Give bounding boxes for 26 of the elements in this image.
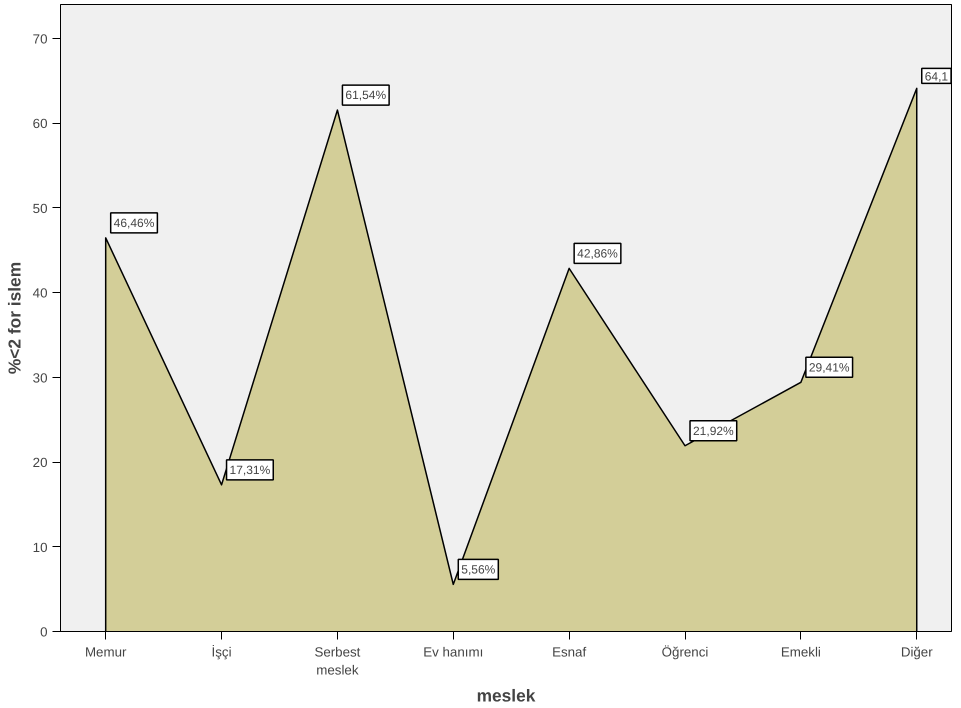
x-tick-label: Öğrenci <box>662 644 708 660</box>
y-tick-label: 30 <box>32 370 48 386</box>
x-tick-label: Emekli <box>780 644 821 660</box>
x-tick-label: Esnaf <box>552 644 586 660</box>
data-label: 29,41% <box>808 360 850 374</box>
data-label: 17,31% <box>230 462 271 477</box>
x-tick-label: Memur <box>84 644 127 660</box>
x-tick-label: İşçi <box>212 644 232 660</box>
y-tick-label: 10 <box>32 540 48 555</box>
y-tick-label: 70 <box>32 31 48 46</box>
y-tick-label: 60 <box>32 116 48 132</box>
x-tick-label: Ev hanımı <box>423 644 484 660</box>
data-label: 61,54% <box>345 88 386 102</box>
y-tick-label: 50 <box>32 200 48 216</box>
y-tick-label: 0 <box>40 624 48 640</box>
data-label: 21,92% <box>693 424 734 438</box>
y-tick-label: 40 <box>32 286 48 301</box>
data-label: 5,56% <box>461 562 496 576</box>
data-label: 46,46% <box>114 216 155 230</box>
x-axis-title: meslek <box>476 686 536 706</box>
data-label: 64,1 <box>924 69 948 84</box>
data-label: 42,86% <box>577 246 618 260</box>
x-tick-label: Diğer <box>900 644 934 660</box>
x-tick-label: Serbest meslek <box>314 644 361 678</box>
y-tick-label: 20 <box>32 455 48 470</box>
y-axis-title: %<2 for islem <box>4 262 25 374</box>
